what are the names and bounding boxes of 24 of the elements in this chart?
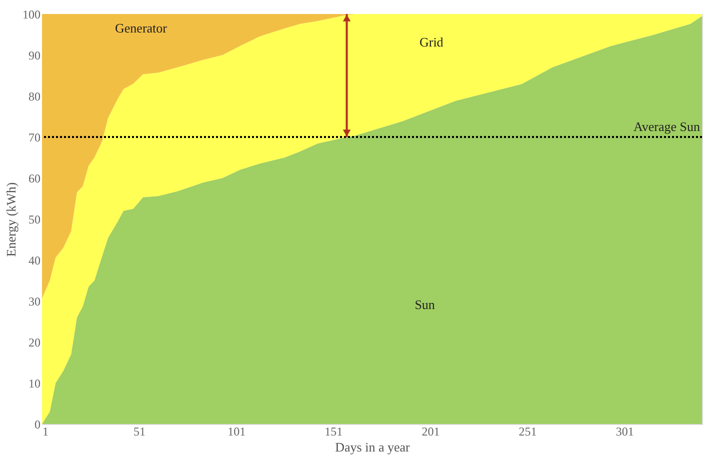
x-tick-label: 201 xyxy=(422,424,440,438)
y-tick-label: 30 xyxy=(28,294,40,308)
y-tick-label: 100 xyxy=(22,8,40,22)
x-tick-label: 151 xyxy=(324,424,343,438)
series-label: Sun xyxy=(414,297,436,312)
x-tick-label: 101 xyxy=(228,424,246,438)
series-label: Generator xyxy=(115,20,168,36)
x-axis-title: Days in a year xyxy=(335,440,411,454)
y-tick-label: 0 xyxy=(34,418,40,432)
ref-line-label: Average Sun xyxy=(633,119,700,134)
y-tick-label: 70 xyxy=(28,130,40,144)
x-tick-label: 51 xyxy=(134,424,146,438)
y-tick-label: 80 xyxy=(28,90,40,104)
series-label: Grid xyxy=(419,34,444,50)
y-tick-label: 10 xyxy=(28,376,40,390)
y-tick-label: 40 xyxy=(28,254,40,268)
y-tick-label: 90 xyxy=(28,48,40,62)
x-tick-label: 1 xyxy=(42,424,48,438)
y-tick-label: 20 xyxy=(28,336,40,350)
y-tick-label: 50 xyxy=(28,212,40,226)
x-tick-label: 251 xyxy=(518,424,537,438)
y-axis-title: Energy (kWh) xyxy=(4,182,18,257)
y-tick-label: 60 xyxy=(28,172,40,186)
x-tick-label: 301 xyxy=(616,424,634,438)
